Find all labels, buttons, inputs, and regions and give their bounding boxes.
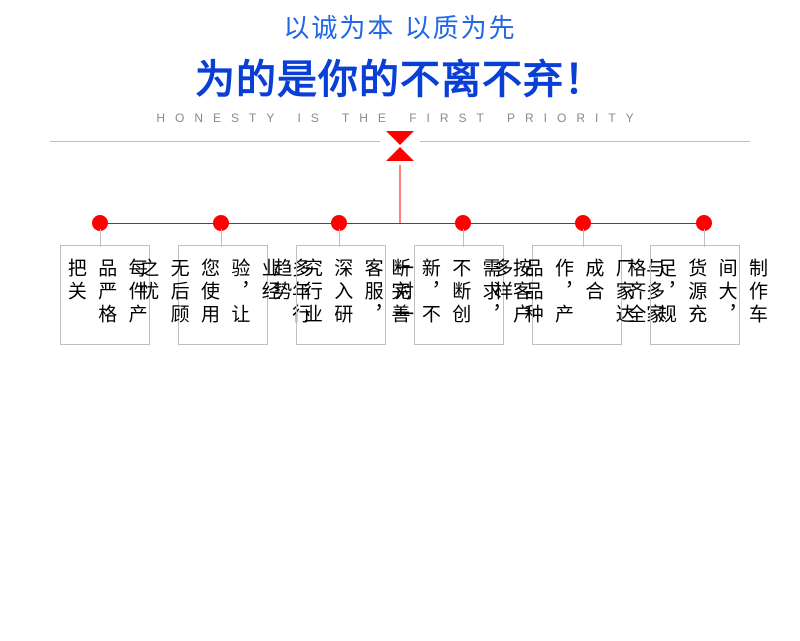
connector-stem — [100, 229, 101, 247]
feature-text: 制作车间大，货源充足，规格齐全 — [619, 258, 771, 330]
center-vertical-line — [400, 165, 401, 223]
triangle-up-icon — [386, 147, 414, 161]
triangle-down-icon — [386, 131, 414, 145]
header-line2: 为的是你的不离不弃！ — [0, 47, 800, 105]
horizontal-connector — [100, 223, 704, 224]
header-line1: 以诚为本 以质为先 — [0, 8, 800, 45]
feature-column: 一对一客服，深入研究行业趋势 — [296, 245, 386, 345]
divider-triangles — [386, 131, 414, 161]
connector-stem — [221, 229, 222, 247]
connector-stem — [339, 229, 340, 247]
connector-stem — [463, 229, 464, 247]
feature-column: 多年行业经验，让您使用无后顾之忧 — [178, 245, 268, 345]
connector-stem — [583, 229, 584, 247]
divider-left-line — [50, 141, 380, 142]
feature-column: 与多家厂家达成合作，产品品种多样 — [532, 245, 622, 345]
connector — [0, 171, 800, 247]
feature-column: 制作车间大，货源充足，规格齐全 — [650, 245, 740, 345]
connector-stem — [704, 229, 705, 247]
header-subtitle: HONESTY IS THE FIRST PRIORITY — [0, 111, 800, 125]
divider-right-line — [420, 141, 750, 142]
feature-columns: 每件产品严格把关多年行业经验，让您使用无后顾之忧一对一客服，深入研究行业趋势按客… — [0, 245, 800, 345]
